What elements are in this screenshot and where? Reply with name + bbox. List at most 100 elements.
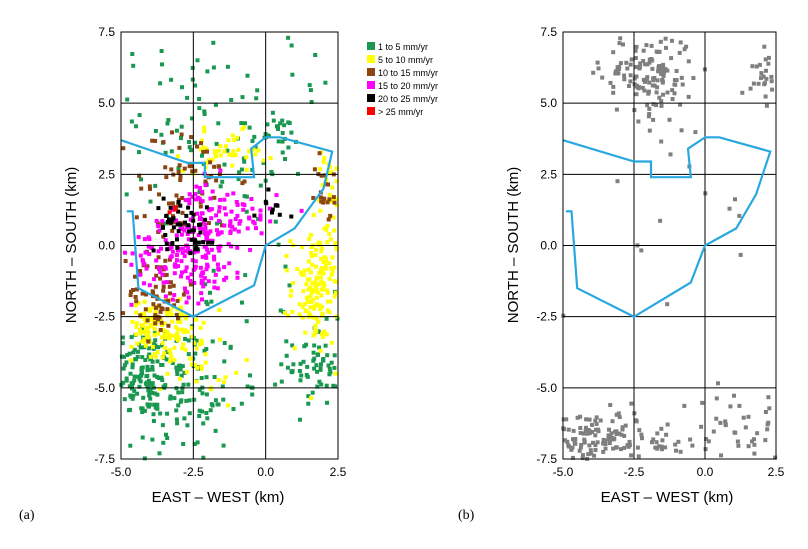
data-point	[225, 64, 230, 69]
data-point	[316, 319, 321, 324]
data-point	[314, 247, 318, 252]
data-point	[194, 338, 199, 343]
data-point	[199, 364, 204, 369]
data-point	[127, 384, 132, 389]
data-point	[225, 148, 230, 153]
data-point	[169, 245, 174, 249]
data-point	[176, 316, 180, 321]
data-point	[150, 365, 155, 369]
data-point	[203, 360, 208, 365]
data-point	[182, 222, 187, 227]
data-point	[153, 183, 158, 188]
data-point	[235, 275, 240, 280]
data-point	[196, 301, 201, 306]
data-point	[216, 164, 221, 169]
data-point	[166, 217, 171, 222]
data-point	[173, 262, 178, 267]
data-point	[122, 354, 126, 359]
data-point	[746, 414, 751, 419]
data-point	[157, 228, 162, 233]
data-point	[125, 353, 130, 357]
data-point	[164, 175, 169, 180]
legend-swatch	[367, 81, 375, 89]
data-point	[217, 248, 222, 253]
data-point	[153, 308, 158, 313]
data-point	[322, 283, 327, 288]
data-point	[138, 313, 143, 318]
data-point	[179, 132, 184, 137]
data-point	[736, 443, 741, 448]
data-point	[187, 140, 191, 144]
data-point	[327, 276, 332, 281]
data-point	[647, 57, 652, 62]
data-point	[137, 150, 141, 155]
data-point	[733, 430, 738, 435]
data-point	[607, 441, 612, 446]
data-point	[216, 377, 221, 382]
data-point	[148, 322, 153, 327]
legend-label: > 25 mm/yr	[378, 107, 423, 117]
data-point	[144, 292, 149, 297]
data-point	[135, 391, 140, 396]
data-point	[751, 81, 756, 86]
data-point	[199, 338, 204, 343]
data-point	[151, 290, 155, 295]
data-point	[319, 173, 324, 178]
data-point	[661, 74, 666, 78]
data-point	[234, 200, 239, 204]
data-point	[244, 358, 249, 362]
data-point	[329, 340, 334, 345]
data-point	[145, 402, 150, 407]
panel-a-y-tick-labels: 7.5 5.0 2.5 0.0 -2.5 -5.0 -7.5	[94, 25, 115, 466]
data-point	[658, 218, 663, 223]
data-point	[152, 330, 157, 335]
data-point	[737, 403, 742, 408]
data-point	[197, 342, 202, 347]
data-point	[575, 415, 580, 420]
data-point	[186, 223, 191, 228]
data-point	[301, 289, 306, 294]
data-point	[329, 360, 334, 365]
data-point	[320, 183, 325, 188]
data-point	[767, 406, 772, 411]
data-point	[327, 261, 332, 266]
data-point	[723, 422, 728, 427]
data-point	[138, 345, 143, 350]
data-point	[201, 455, 206, 460]
data-point	[261, 158, 266, 163]
data-point	[332, 265, 337, 270]
data-point	[156, 206, 161, 211]
data-point	[160, 62, 164, 67]
data-point	[120, 335, 125, 340]
data-point	[174, 258, 179, 263]
data-point	[174, 218, 179, 223]
data-point	[763, 57, 768, 62]
data-point	[619, 432, 624, 437]
data-point	[190, 164, 195, 169]
data-point	[627, 443, 632, 448]
data-point	[148, 382, 152, 387]
data-point	[204, 205, 209, 210]
data-point	[163, 233, 168, 237]
data-point	[170, 228, 175, 233]
data-point	[214, 178, 219, 183]
data-point	[152, 332, 157, 337]
data-point	[140, 406, 145, 411]
data-point	[323, 263, 328, 268]
data-point	[314, 295, 319, 300]
data-point	[611, 446, 616, 451]
data-point	[199, 291, 204, 296]
data-point	[214, 141, 219, 146]
data-point	[220, 223, 224, 228]
data-point	[172, 293, 177, 297]
data-point	[215, 286, 220, 291]
data-point	[587, 429, 592, 434]
data-point	[640, 436, 644, 441]
data-point	[134, 215, 139, 220]
data-point	[187, 145, 192, 150]
data-point	[193, 351, 198, 356]
data-point	[161, 328, 166, 333]
data-point	[188, 282, 193, 287]
data-point	[313, 264, 318, 269]
data-point	[309, 254, 314, 258]
